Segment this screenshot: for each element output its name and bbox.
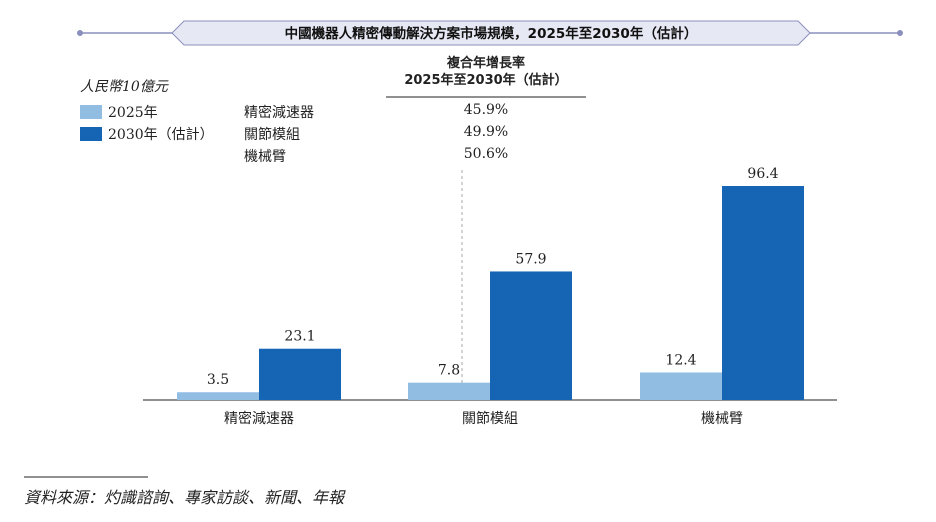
bar-2030-0 <box>259 348 341 400</box>
chart-title: 中國機器人精密傳動解決方案市場規模，2025年至2030年（估計） <box>285 25 698 42</box>
cagr-row-value: 45.9% <box>463 102 509 118</box>
data-label: 57.9 <box>515 251 546 267</box>
x-tick-label: 精密減速器 <box>224 410 294 427</box>
title-banner <box>171 20 811 46</box>
source-note: 資料來源：灼識諮詢、專家訪談、新聞、年報 <box>24 488 345 507</box>
cagr-row-name: 關節模組 <box>244 127 300 143</box>
x-tick-label: 機械臂 <box>701 411 743 427</box>
cagr-row-value: 50.6% <box>463 146 509 162</box>
data-label: 3.5 <box>207 372 229 388</box>
cagr-header: 複合年增長率 2025年至2030年（估計） <box>386 55 586 89</box>
data-label: 7.8 <box>438 363 460 379</box>
bar-2030-1 <box>490 271 572 400</box>
legend-swatch-2030 <box>80 127 102 141</box>
unit-label: 人民幣10億元 <box>80 79 168 95</box>
data-label: 23.1 <box>284 329 315 345</box>
title-rule-dot-left <box>77 30 83 36</box>
data-label: 96.4 <box>747 166 778 182</box>
bar-2030-2 <box>722 185 804 400</box>
cagr-row-name: 精密減速器 <box>244 105 314 121</box>
cagr-row-value: 49.9% <box>463 124 509 140</box>
bar-2025-0 <box>177 392 259 400</box>
title-rule-dot-right <box>897 30 903 36</box>
source-rule <box>24 476 148 478</box>
legend-item-2025: 2025年 <box>80 102 158 122</box>
cagr-header-line1: 複合年增長率 <box>446 56 525 71</box>
data-label: 12.4 <box>665 352 696 368</box>
cagr-header-line2: 2025年至2030年（估計） <box>404 73 568 88</box>
cagr-row-name: 機械臂 <box>244 149 286 165</box>
bar-2025-1 <box>408 382 490 400</box>
legend-label-2025: 2025年 <box>108 105 158 121</box>
bar-2025-2 <box>640 372 722 400</box>
x-tick-label: 關節模組 <box>462 410 518 427</box>
bars-group: 3.5 23.1 精密減速器 7.8 57.9 關節模組 12.4 96.4 機械臂 <box>177 166 804 427</box>
legend-label-2030: 2030年（估計） <box>108 127 214 143</box>
legend-swatch-2025 <box>80 105 102 119</box>
legend-item-2030: 2030年（估計） <box>80 124 214 144</box>
